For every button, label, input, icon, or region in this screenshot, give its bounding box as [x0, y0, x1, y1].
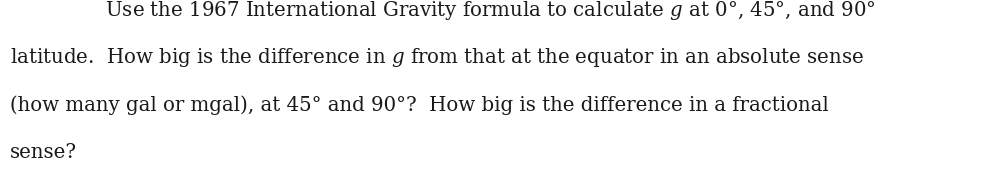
- Text: Use the 1967 International Gravity formula to calculate $g$ at 0°, 45°, and 90°: Use the 1967 International Gravity formu…: [55, 0, 875, 22]
- Text: (how many gal or mgal), at 45° and 90°?  How big is the difference in a fraction: (how many gal or mgal), at 45° and 90°? …: [10, 96, 828, 115]
- Text: latitude.  How big is the difference in $g$ from that at the equator in an absol: latitude. How big is the difference in $…: [10, 46, 864, 69]
- Text: sense?: sense?: [10, 143, 77, 162]
